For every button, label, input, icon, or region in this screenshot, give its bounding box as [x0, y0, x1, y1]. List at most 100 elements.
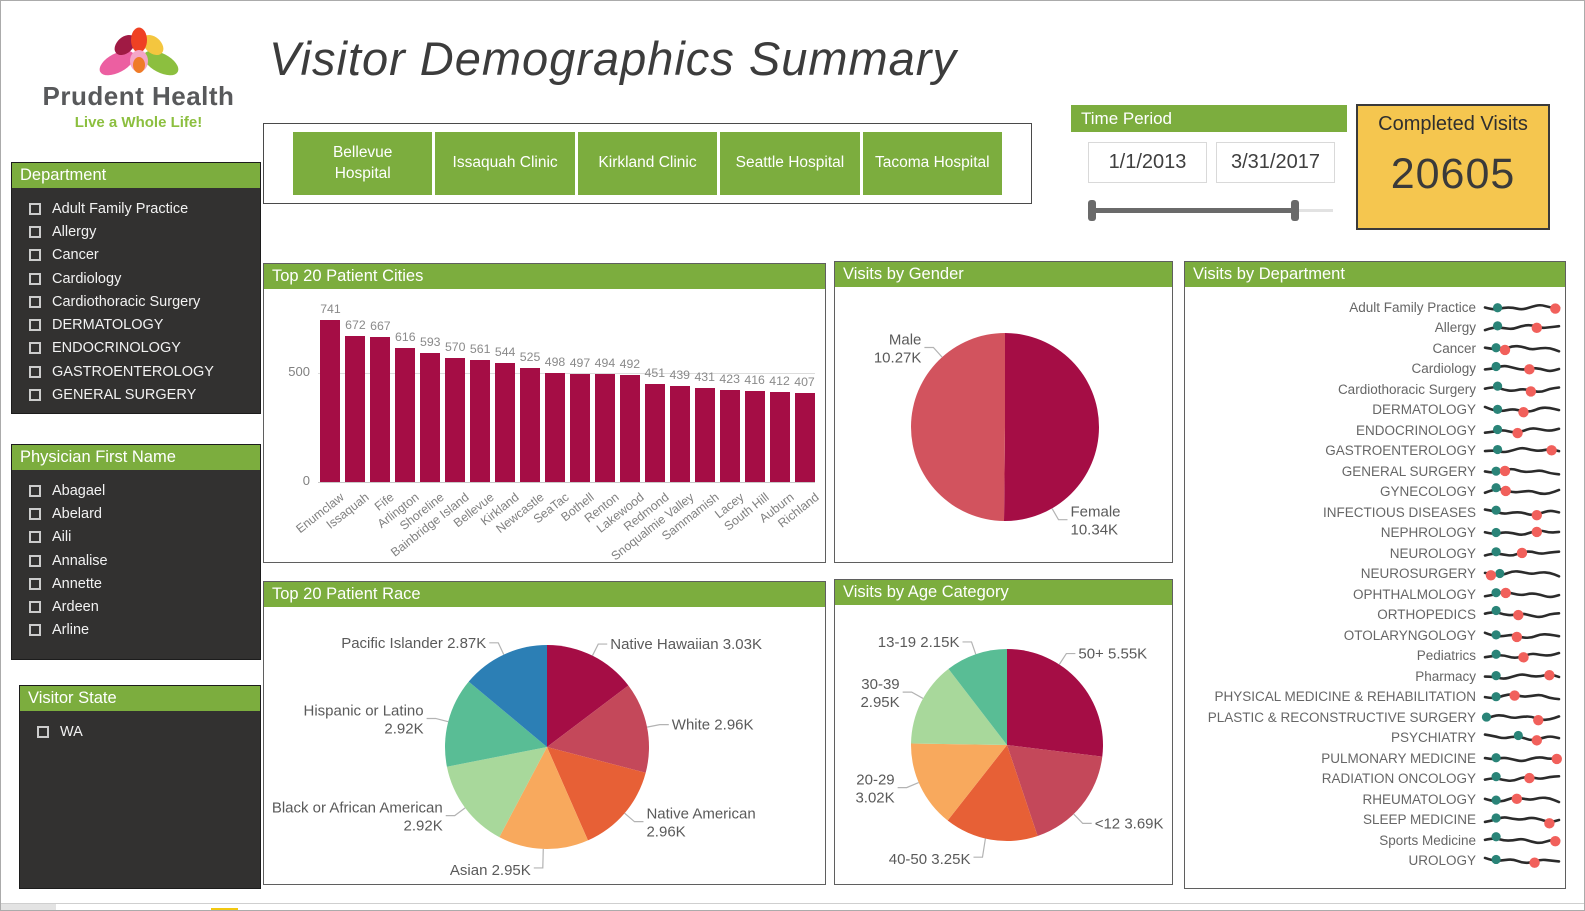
slider-range[interactable] — [1088, 208, 1295, 213]
department-sparkline[interactable] — [1483, 811, 1561, 829]
bar-bellevue[interactable] — [470, 359, 491, 482]
filter-option-cancer[interactable]: Cancer — [12, 244, 260, 267]
bar-newcastle[interactable] — [520, 367, 541, 482]
department-sparkline[interactable] — [1483, 442, 1561, 459]
department-sparkline[interactable] — [1483, 319, 1561, 336]
department-sparkline[interactable] — [1483, 627, 1561, 644]
bar-kirkland[interactable] — [495, 363, 516, 482]
checkbox-icon[interactable] — [29, 272, 41, 285]
filter-option-allergy[interactable]: Allergy — [12, 220, 260, 243]
time-period-slider[interactable] — [1088, 200, 1333, 222]
bar-arlington[interactable] — [395, 347, 416, 482]
department-sparkline[interactable] — [1483, 299, 1561, 316]
filter-option-endocrinology[interactable]: ENDOCRINOLOGY — [12, 337, 260, 360]
filter-option-arline[interactable]: Arline — [12, 619, 260, 642]
bar-redmond[interactable] — [644, 383, 665, 482]
department-sparkline[interactable] — [1483, 524, 1561, 541]
checkbox-icon[interactable] — [29, 249, 41, 262]
department-row-ophthalmology[interactable]: OPHTHALMOLOGY — [1185, 584, 1565, 605]
checkbox-icon[interactable] — [29, 577, 41, 590]
department-row-pulmonary-medicine[interactable]: PULMONARY MEDICINE — [1185, 748, 1565, 769]
filter-option-abagael[interactable]: Abagael — [12, 479, 260, 502]
bar-seatac[interactable] — [545, 373, 566, 482]
filter-option-annalise[interactable]: Annalise — [12, 549, 260, 572]
department-sparkline[interactable] — [1483, 750, 1562, 767]
checkbox-icon[interactable] — [29, 389, 41, 402]
checkbox-icon[interactable] — [29, 624, 41, 637]
checkbox-icon[interactable] — [29, 554, 41, 567]
pie-slice-male[interactable] — [911, 333, 1005, 521]
bar-enumclaw[interactable] — [320, 320, 341, 482]
filter-option-general-surgery[interactable]: GENERAL SURGERY — [12, 383, 260, 406]
pie-slice-hispanic-or-latino[interactable] — [445, 681, 547, 767]
department-row-sports-medicine[interactable]: Sports Medicine — [1185, 830, 1565, 851]
department-row-nephrology[interactable]: NEPHROLOGY — [1185, 523, 1565, 544]
department-sparkline[interactable] — [1481, 709, 1561, 726]
bar-bainbridge-island[interactable] — [445, 357, 466, 482]
filter-option-dermatology[interactable]: DERMATOLOGY — [12, 313, 260, 336]
bar-shoreline[interactable] — [420, 352, 441, 482]
department-sparkline[interactable] — [1483, 647, 1561, 664]
bar-lacey[interactable] — [719, 389, 740, 482]
end-date-input[interactable] — [1216, 142, 1335, 183]
department-sparkline[interactable] — [1483, 504, 1561, 521]
pie-slice-20-29[interactable] — [911, 743, 1007, 821]
department-row-plastic-reconstructive-surgery[interactable]: PLASTIC & RECONSTRUCTIVE SURGERY — [1185, 707, 1565, 728]
pie-slice-12[interactable] — [1007, 745, 1103, 836]
department-sparkline[interactable] — [1483, 688, 1561, 705]
hospital-button-issaquah-clinic[interactable]: Issaquah Clinic — [435, 132, 575, 195]
department-row-pediatrics[interactable]: Pediatrics — [1185, 646, 1565, 667]
bar-issaquah[interactable] — [345, 335, 366, 482]
department-row-sleep-medicine[interactable]: SLEEP MEDICINE — [1185, 810, 1565, 831]
department-sparkline[interactable] — [1483, 586, 1561, 603]
department-sparkline[interactable] — [1483, 463, 1561, 480]
pie-slice-native-hawaiian[interactable] — [547, 645, 629, 747]
filter-option-gastroenterology[interactable]: GASTROENTEROLOGY — [12, 360, 260, 383]
checkbox-icon[interactable] — [29, 225, 41, 238]
department-row-neurology[interactable]: NEUROLOGY — [1185, 543, 1565, 564]
hospital-button-tacoma-hospital[interactable]: Tacoma Hospital — [862, 132, 1003, 195]
department-row-radiation-oncology[interactable]: RADIATION ONCOLOGY — [1185, 769, 1565, 790]
department-row-dermatology[interactable]: DERMATOLOGY — [1185, 400, 1565, 421]
department-sparkline[interactable] — [1483, 565, 1561, 582]
hospital-button-kirkland-clinic[interactable]: Kirkland Clinic — [577, 132, 718, 195]
hospital-button-seattle-hospital[interactable]: Seattle Hospital — [720, 132, 860, 195]
slider-handle-start[interactable] — [1088, 200, 1096, 221]
department-row-rheumatology[interactable]: RHEUMATOLOGY — [1185, 789, 1565, 810]
filter-option-annette[interactable]: Annette — [12, 572, 260, 595]
department-sparkline[interactable] — [1483, 381, 1561, 398]
pie-slice-white[interactable] — [547, 685, 649, 773]
department-sparkline[interactable] — [1483, 401, 1561, 418]
bar-renton[interactable] — [594, 374, 615, 482]
department-sparkline[interactable] — [1483, 483, 1561, 500]
bar-fife[interactable] — [370, 336, 391, 482]
hospital-button-bellevue-hospital[interactable]: Bellevue Hospital — [293, 132, 433, 195]
pie-slice-30-39[interactable] — [911, 668, 1007, 745]
department-row-allergy[interactable]: Allergy — [1185, 318, 1565, 339]
bar-snoqualmie-valley[interactable] — [669, 386, 690, 482]
checkbox-icon[interactable] — [29, 531, 41, 544]
department-sparkline[interactable] — [1483, 545, 1561, 562]
filter-option-cardiothoracic-surgery[interactable]: Cardiothoracic Surgery — [12, 290, 260, 313]
department-row-physical-medicine-rehabilitation[interactable]: PHYSICAL MEDICINE & REHABILITATION — [1185, 687, 1565, 708]
filter-option-adult-family-practice[interactable]: Adult Family Practice — [12, 197, 260, 220]
pie-slice-asian[interactable] — [499, 747, 588, 849]
pie-slice-13-19[interactable] — [948, 649, 1007, 745]
filter-option-ardeen[interactable]: Ardeen — [12, 595, 260, 618]
department-row-orthopedics[interactable]: ORTHOPEDICS — [1185, 605, 1565, 626]
department-row-adult-family-practice[interactable]: Adult Family Practice — [1185, 297, 1565, 318]
checkbox-icon[interactable] — [29, 484, 41, 497]
department-sparkline[interactable] — [1483, 606, 1561, 623]
checkbox-icon[interactable] — [37, 725, 49, 738]
checkbox-icon[interactable] — [29, 601, 41, 614]
bar-auburn[interactable] — [769, 392, 790, 482]
department-row-general-surgery[interactable]: GENERAL SURGERY — [1185, 461, 1565, 482]
pie-slice-native-american[interactable] — [547, 747, 646, 841]
footer-page-indicator[interactable] — [211, 908, 238, 910]
department-sparkline[interactable] — [1483, 791, 1561, 808]
department-row-endocrinology[interactable]: ENDOCRINOLOGY — [1185, 420, 1565, 441]
pie-slice-50[interactable] — [1007, 649, 1103, 757]
checkbox-icon[interactable] — [29, 365, 41, 378]
bar-sammamish[interactable] — [694, 388, 715, 482]
department-row-pharmacy[interactable]: Pharmacy — [1185, 666, 1565, 687]
